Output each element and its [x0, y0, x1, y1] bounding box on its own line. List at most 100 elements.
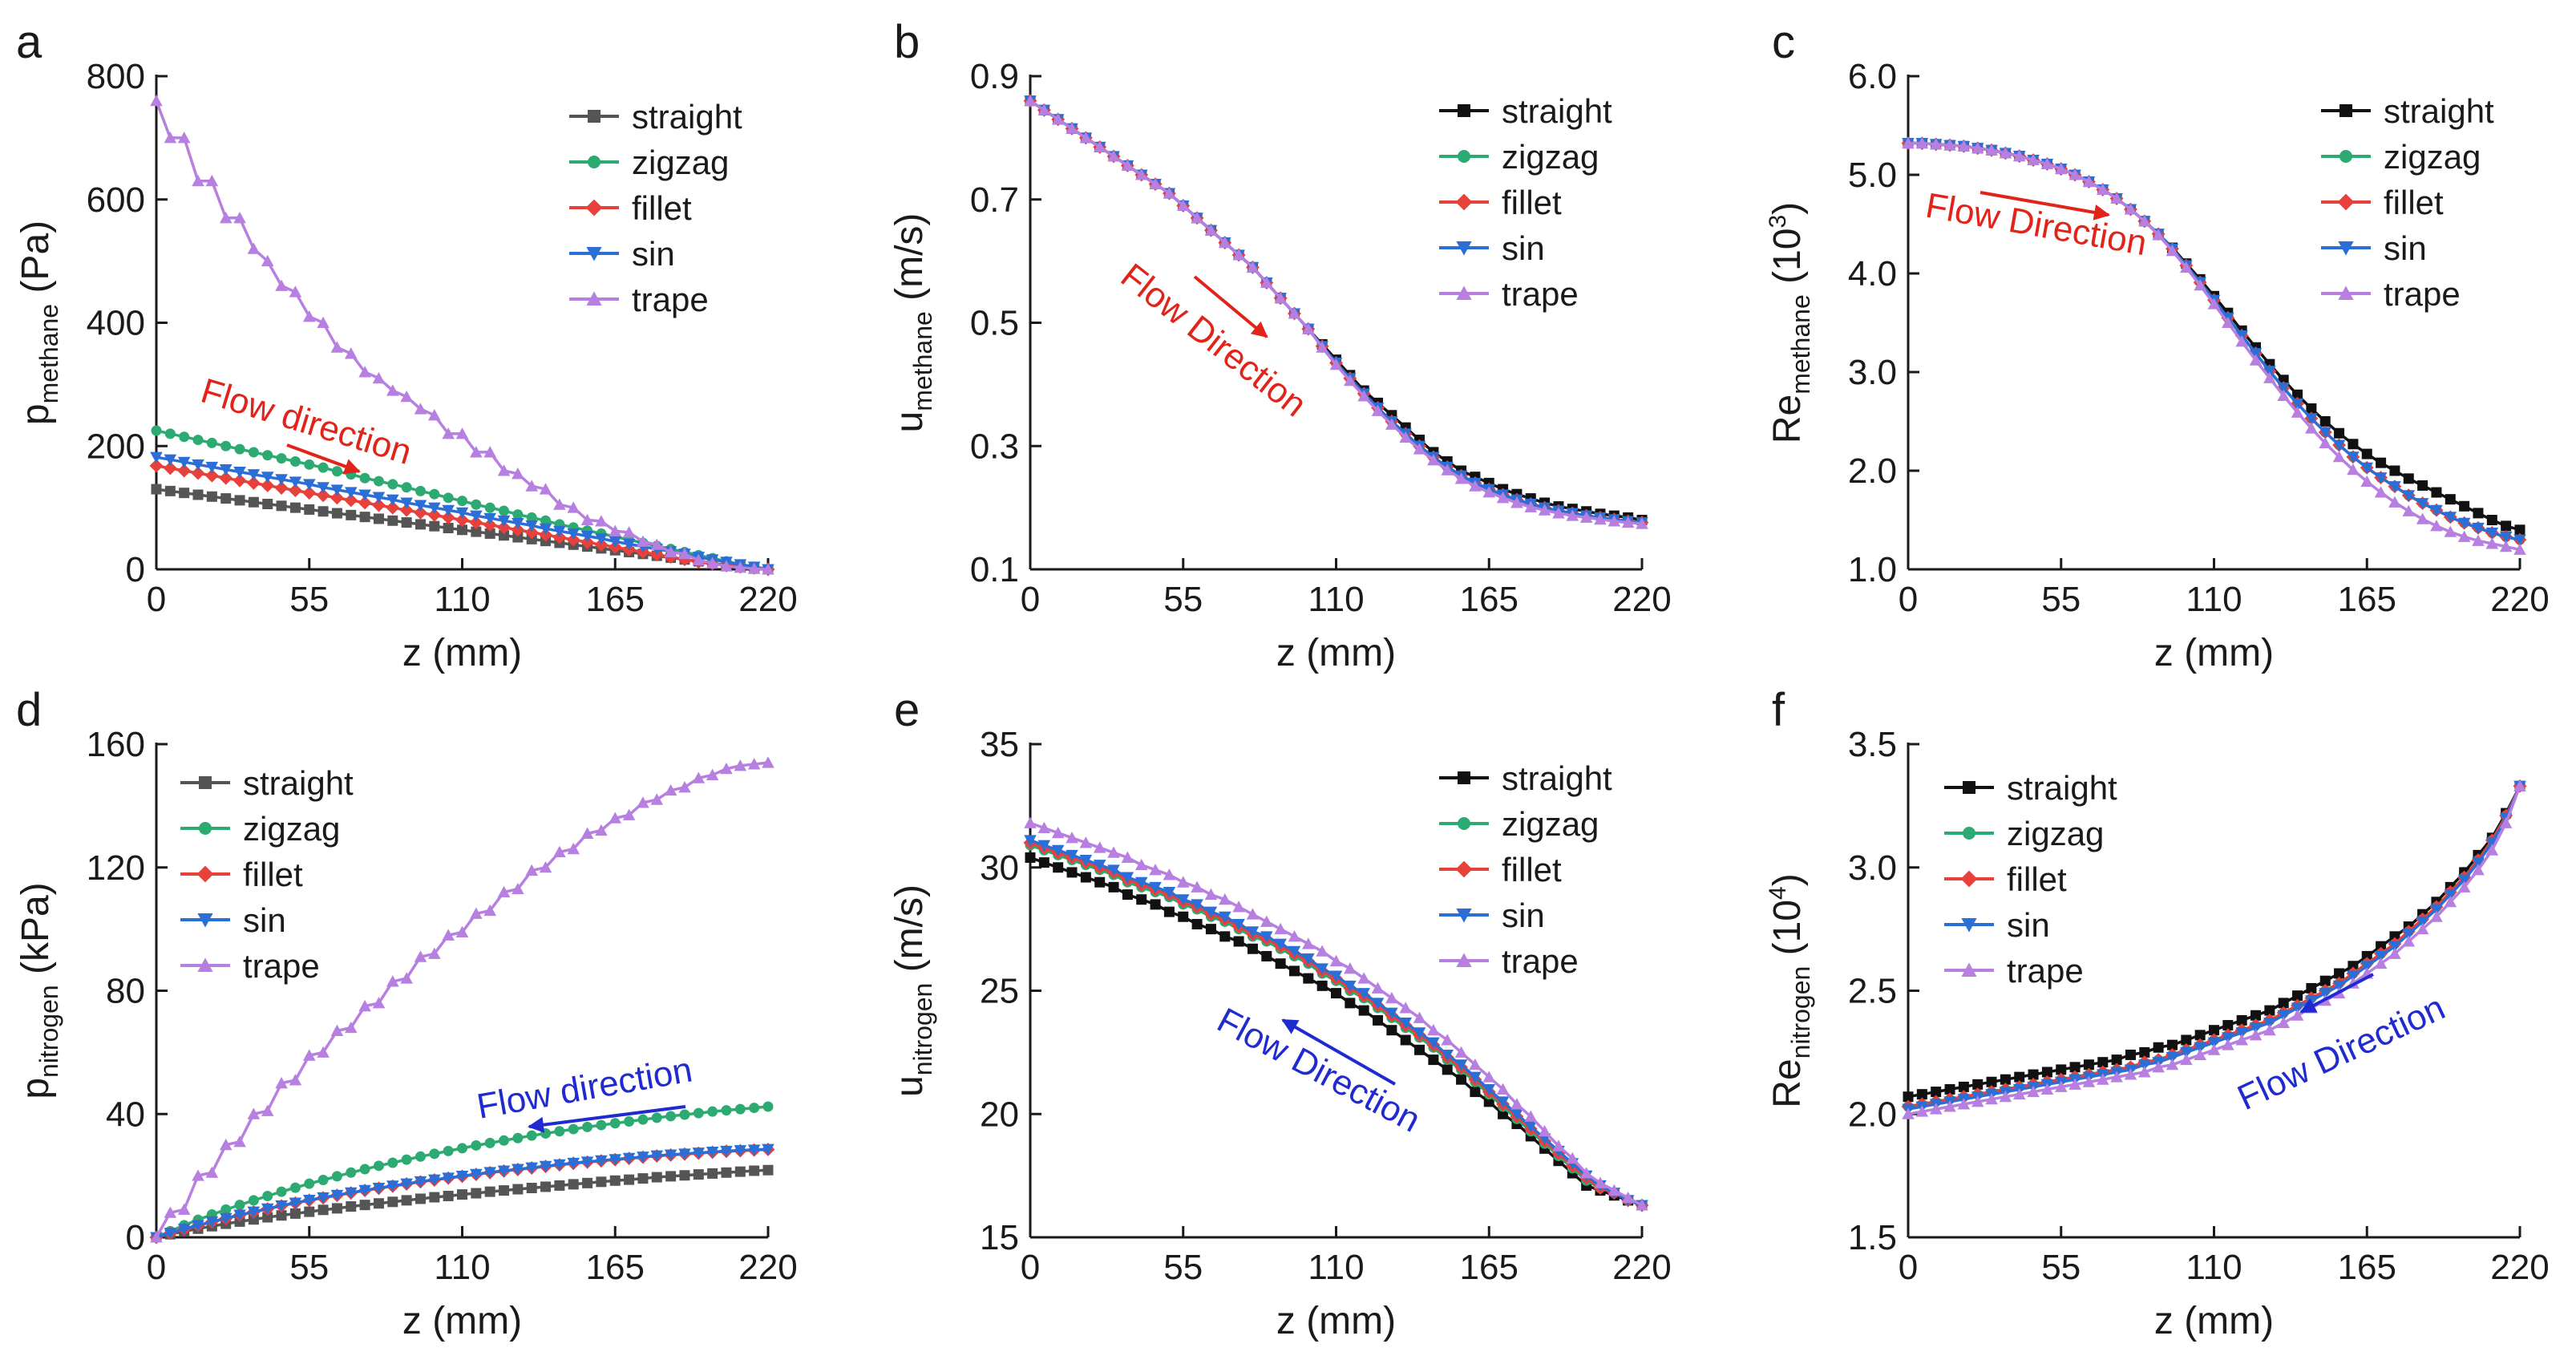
- data-point: [2360, 462, 2374, 475]
- x-tick-label: 0: [1899, 1248, 1918, 1287]
- series-line: [1907, 785, 2521, 1116]
- legend-label: straight: [1502, 92, 1612, 130]
- data-point: [2444, 889, 2457, 901]
- data-point: [372, 997, 386, 1009]
- data-point: [164, 428, 176, 439]
- data-point: [442, 427, 455, 439]
- data-point: [526, 1183, 537, 1193]
- data-point: [2291, 398, 2304, 411]
- x-tick-label: 110: [434, 580, 490, 619]
- data-point: [678, 781, 691, 793]
- flow-direction-arrow: [1193, 275, 1268, 338]
- data-point: [1566, 509, 1579, 521]
- y-axis-label-unit: (Pa): [14, 221, 57, 304]
- data-point: [1344, 980, 1357, 993]
- y-axis-label: Renitrogen (104): [1765, 873, 1815, 1107]
- data-point: [1149, 864, 1162, 876]
- data-point: [539, 1160, 552, 1173]
- data-point: [2166, 1052, 2179, 1064]
- legend-label: trape: [632, 281, 709, 318]
- data-point: [261, 1104, 274, 1116]
- data-point: [2499, 816, 2513, 828]
- data-point: [1510, 1108, 1523, 1121]
- data-point: [317, 1175, 329, 1186]
- data-point: [304, 1206, 315, 1217]
- data-point: [2319, 436, 2332, 449]
- data-point: [261, 479, 275, 492]
- data-point: [582, 1121, 593, 1132]
- data-point: [2249, 1029, 2263, 1041]
- data-point: [1931, 1087, 1942, 1098]
- data-point: [1594, 512, 1607, 525]
- data-point: [497, 520, 511, 535]
- flow-direction-arrow: [1980, 191, 2110, 221]
- data-point: [457, 1189, 467, 1200]
- data-point: [471, 1139, 482, 1151]
- y-tick-label: 25: [980, 972, 1019, 1011]
- x-tick-label: 55: [289, 1248, 329, 1287]
- legend-label: sin: [243, 901, 286, 939]
- legend-label: zigzag: [1502, 138, 1599, 176]
- data-point: [2207, 1043, 2221, 1055]
- y-tick-label: 0.7: [970, 180, 1019, 220]
- data-point: [2291, 406, 2304, 418]
- data-point: [1232, 901, 1245, 913]
- data-point: [304, 1178, 315, 1189]
- data-point: [2180, 1046, 2193, 1059]
- data-point: [2402, 504, 2416, 516]
- data-point: [192, 1169, 204, 1181]
- series-fillet: [1901, 779, 2527, 1114]
- panel-c: c 0 55 110 165 220 1.0 2.0 3.0 4.0 5.0 6.0 z (mm) Rem…: [1765, 16, 2550, 674]
- data-point: [358, 366, 371, 378]
- data-point: [1385, 1007, 1398, 1019]
- data-point: [262, 450, 273, 461]
- data-point: [1163, 887, 1176, 899]
- data-point: [1636, 517, 1648, 529]
- data-point: [2222, 316, 2234, 328]
- panel-letter: e: [894, 684, 920, 736]
- data-point: [1902, 1107, 1915, 1119]
- data-point: [499, 530, 510, 541]
- data-point: [262, 1190, 273, 1201]
- data-point: [164, 454, 177, 466]
- data-point: [1303, 973, 1314, 984]
- data-point: [1441, 1034, 1454, 1046]
- y-tick-label: 1.0: [1848, 550, 1897, 589]
- data-point: [150, 94, 163, 107]
- data-point: [2278, 998, 2289, 1009]
- data-point: [1331, 988, 1341, 999]
- data-point: [1915, 1105, 1929, 1117]
- data-point: [595, 515, 608, 527]
- data-point: [2472, 857, 2485, 869]
- legend-label: fillet: [243, 856, 303, 893]
- data-point: [1454, 1046, 1468, 1058]
- data-point: [1274, 922, 1287, 935]
- data-point: [762, 1143, 774, 1156]
- data-point: [1149, 881, 1162, 894]
- flow-direction-arrow: [286, 443, 361, 475]
- series-line: [1029, 841, 1643, 1207]
- legend-label: fillet: [632, 189, 692, 227]
- data-point: [442, 504, 455, 516]
- data-point: [1191, 899, 1203, 911]
- y-axis-label-unit-close: ): [1766, 202, 1809, 215]
- data-point: [150, 451, 163, 463]
- data-point: [1218, 892, 1231, 905]
- y-axis-label-superscript: 3: [1765, 215, 1791, 229]
- data-point: [441, 510, 455, 524]
- data-point: [706, 1147, 719, 1159]
- legend-swatch-marker: [2339, 104, 2352, 117]
- data-point: [1999, 147, 2012, 159]
- legend-swatch-marker: [1963, 781, 1975, 794]
- data-point: [651, 1112, 662, 1123]
- data-point: [2264, 1005, 2275, 1016]
- data-point: [192, 1220, 204, 1232]
- legend-swatch-marker: [1458, 817, 1470, 830]
- data-point: [2376, 457, 2387, 468]
- series-trape: [1024, 816, 1648, 1211]
- y-axis-label: Remethane (103): [1765, 202, 1815, 443]
- y-axis-label-superscript: 4: [1765, 886, 1791, 900]
- data-point: [276, 500, 287, 512]
- data-point: [609, 536, 622, 548]
- data-point: [540, 1181, 552, 1192]
